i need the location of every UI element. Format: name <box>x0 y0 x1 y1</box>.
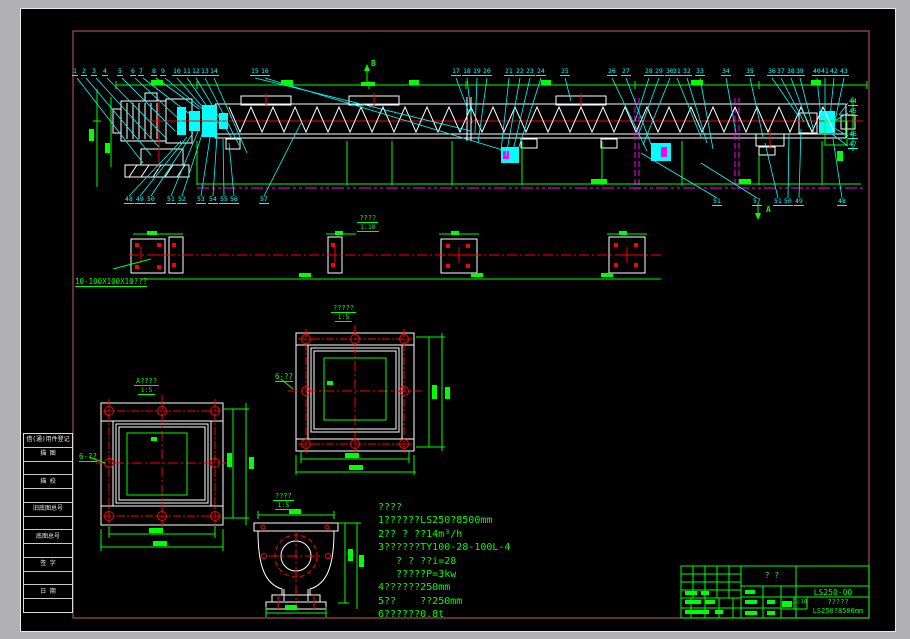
detail-outlet-flange <box>280 325 445 475</box>
inlet-flange-leader-note: 6-?? <box>79 452 98 462</box>
plan-leader-note: 10-100X100X10??? <box>75 277 148 287</box>
note-line: ?????P=3kw <box>378 569 457 581</box>
titleblock-part-label: ? ? <box>764 571 780 580</box>
detail-end-bearing <box>253 511 361 617</box>
note-line: 1??????LS250?8500mm <box>378 515 493 527</box>
view-title-plan: ???? 1:10 <box>357 214 379 232</box>
margin-row-label: 描 图 <box>24 448 72 462</box>
callout-leader-lines <box>76 77 849 199</box>
view-scale-label: 1:5 <box>137 386 156 395</box>
technical-notes: ???? 1??????LS250?8500mm 2?? ? ??14m³/h … <box>378 501 510 622</box>
margin-row-label: 日 期 <box>24 585 72 600</box>
note-line: 4??????250mm <box>378 582 451 594</box>
margin-row-label: 签 字 <box>24 558 72 572</box>
margin-row-label: 借(通)用件登记 <box>24 434 72 448</box>
view-title-outlet-flange: ????? 1:5 <box>331 304 357 322</box>
view-title-end-bearing: ???? 1:5 <box>273 492 294 510</box>
plan-view <box>112 233 663 280</box>
note-line: 3??????TY100-28-100L-4 <box>378 542 511 554</box>
view-title-text: A???? <box>134 377 160 386</box>
outlet-flange-leader-note: 6-?? <box>275 372 294 382</box>
screw-flights <box>228 105 835 134</box>
margin-row-label: 底图总号 <box>24 530 72 545</box>
margin-info-block: 借(通)用件登记描 图描 校旧底图总号底图总号签 字日 期 <box>23 433 73 613</box>
titleblock-drawing-number: LS250-00 <box>813 588 853 597</box>
margin-row-label <box>24 599 72 612</box>
margin-row-label: 旧底图总号 <box>24 503 72 517</box>
drawing-canvas[interactable]: 1 2 3 4 5 6 7 8 9 10 11 12 13 14 15 16 17 18 19 20 21 22 23 24 2… <box>20 8 896 632</box>
view-scale-label: 1:5 <box>274 501 293 510</box>
note-line: ? ? ??i=28 <box>378 555 457 567</box>
view-scale-label: 1:10 <box>357 223 379 232</box>
titleblock-title-line2: LS250?8500mm <box>812 607 864 615</box>
view-title-text: ???? <box>273 492 294 501</box>
section-marker-b: B <box>371 59 376 68</box>
view-scale-label: 1:5 <box>334 313 353 322</box>
title-block-grid <box>680 565 870 619</box>
sheet-border <box>72 30 870 619</box>
titleblock-scale: 1:10 <box>793 599 808 605</box>
detail-inlet-flange <box>88 395 249 551</box>
margin-row-label <box>24 489 72 503</box>
margin-row-label <box>24 462 72 476</box>
margin-row-label <box>24 544 72 558</box>
main-view-centerlines <box>149 93 863 169</box>
dimension-text-marks <box>89 80 843 615</box>
view-title-inlet-flange: A???? 1:5 <box>134 377 160 395</box>
margin-row-label: 描 校 <box>24 475 72 490</box>
main-view-white-geometry <box>112 92 863 178</box>
note-line: 6??????0.8t <box>378 609 445 621</box>
section-marker-a: A <box>766 205 771 214</box>
note-line: ???? <box>378 502 403 513</box>
note-line: 5?? ??250mm <box>378 595 463 607</box>
margin-row-label <box>24 572 72 586</box>
titleblock-title-line1: ????? <box>827 598 849 606</box>
cad-linework <box>72 30 870 619</box>
note-line: 2?? ? ??14m³/h <box>378 528 463 540</box>
view-title-text: ???? <box>357 214 379 223</box>
margin-row-label <box>24 517 72 531</box>
view-title-text: ????? <box>331 304 357 313</box>
